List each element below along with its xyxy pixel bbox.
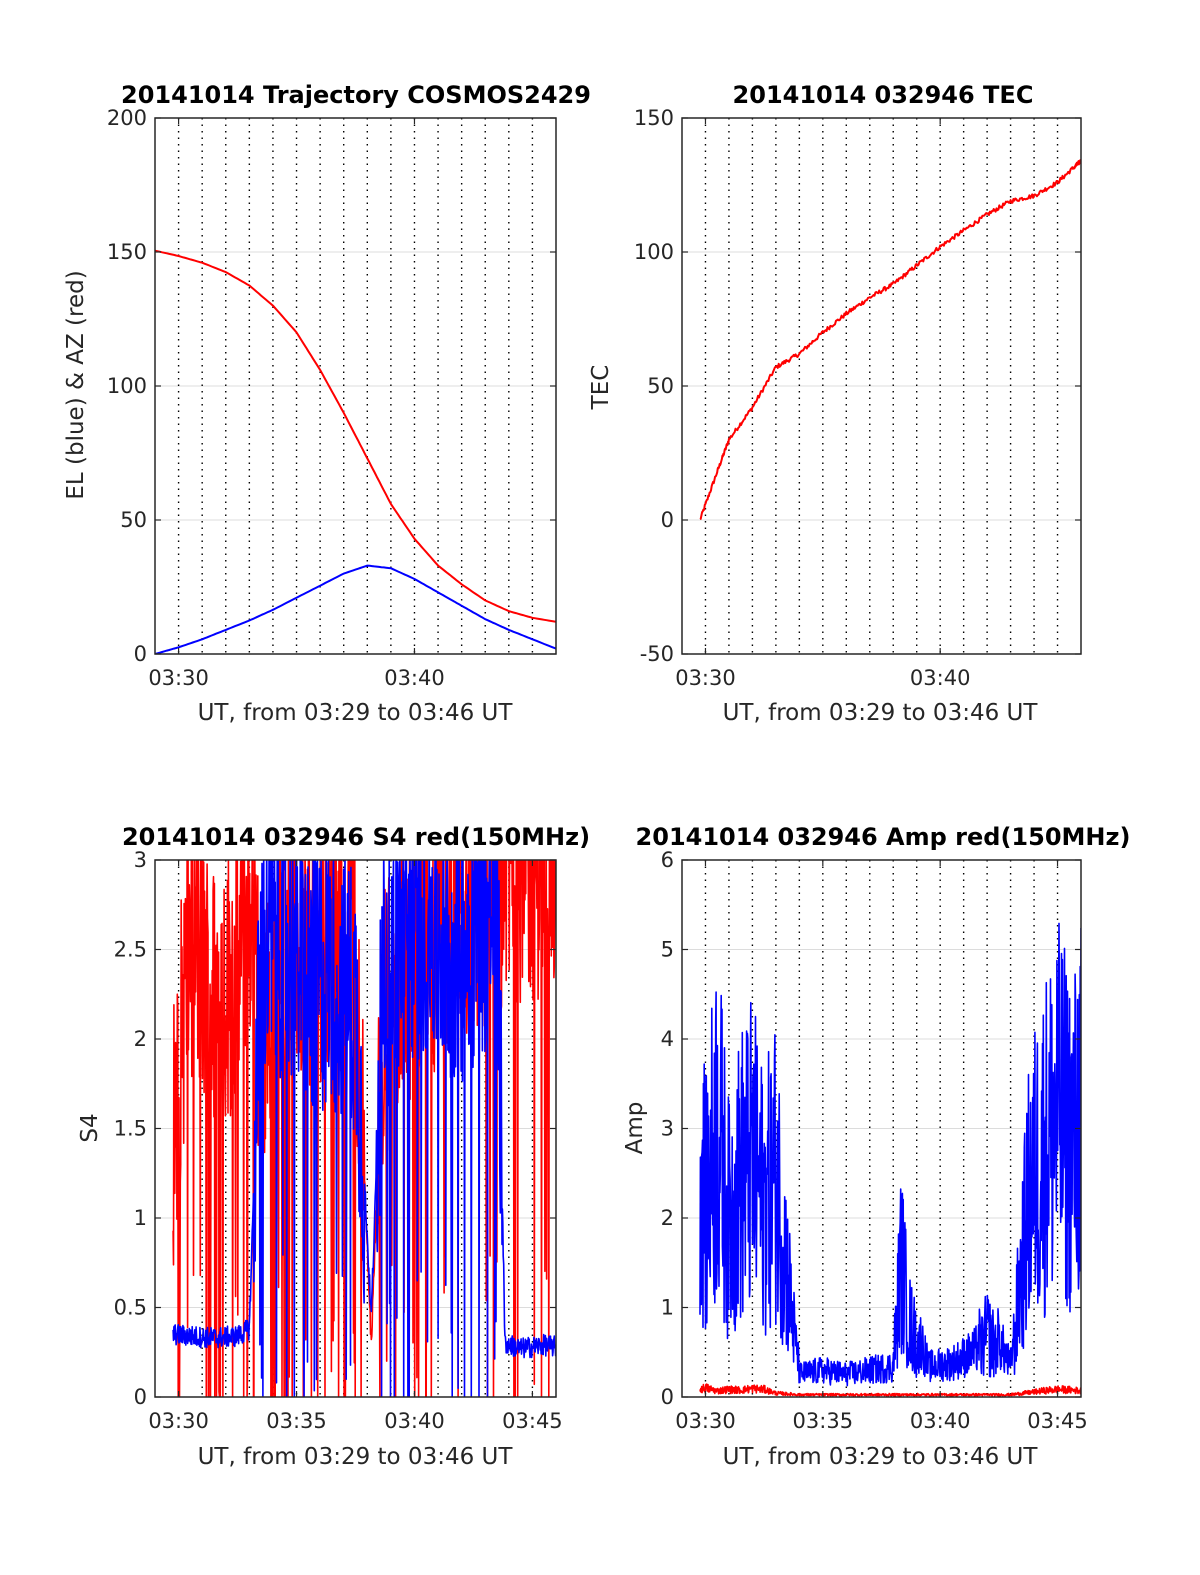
trajectory-x-tick-label: 03:40 xyxy=(384,666,445,690)
s4-series-0 xyxy=(172,860,556,1397)
tec-series-0 xyxy=(699,159,1081,521)
tec-panel: 20141014 032946 TEC UT, from 03:29 to 03… xyxy=(588,81,1082,726)
amp-x-tick-label: 03:30 xyxy=(675,1409,736,1433)
trajectory-x-tick-label: 03:30 xyxy=(148,666,209,690)
s4-x-tick-label: 03:35 xyxy=(266,1409,327,1433)
tec-y-tick-label: 100 xyxy=(634,240,674,264)
amp-series-0 xyxy=(699,1383,1081,1397)
amp-y-label: Amp xyxy=(622,1102,648,1155)
s4-x-tick-label: 03:30 xyxy=(148,1409,209,1433)
s4-series-1 xyxy=(172,860,556,1397)
trajectory-x-label: UT, from 03:29 to 03:46 UT xyxy=(198,700,514,726)
s4-y-tick-label: 1.5 xyxy=(114,1117,147,1141)
s4-y-tick-label: 2.5 xyxy=(114,938,147,962)
s4-panel: 20141014 032946 S4 red(150MHz) UT, from … xyxy=(77,823,590,1470)
amp-title: 20141014 032946 Amp red(150MHz) xyxy=(636,823,1131,851)
s4-title: 20141014 032946 S4 red(150MHz) xyxy=(122,823,590,851)
tec-x-tick-label: 03:30 xyxy=(675,666,736,690)
trajectory-series-1 xyxy=(155,249,556,623)
amp-y-tick-label: 2 xyxy=(661,1206,674,1230)
s4-y-tick-label: 1 xyxy=(134,1206,147,1230)
trajectory-series-0 xyxy=(155,564,556,654)
tec-x-label: UT, from 03:29 to 03:46 UT xyxy=(723,700,1039,726)
tec-x-tick-label: 03:40 xyxy=(910,666,971,690)
trajectory-y-tick-label: 200 xyxy=(107,106,147,130)
trajectory-y-tick-label: 50 xyxy=(120,508,147,532)
amp-series-1 xyxy=(699,922,1081,1387)
tec-y-tick-label: -50 xyxy=(640,642,674,666)
amp-y-tick-label: 6 xyxy=(661,848,674,872)
amp-y-tick-label: 0 xyxy=(661,1385,674,1409)
s4-x-tick-label: 03:45 xyxy=(502,1409,563,1433)
trajectory-panel: 20141014 Trajectory COSMOS2429 UT, from … xyxy=(63,81,591,726)
s4-y-tick-label: 3 xyxy=(134,848,147,872)
amp-x-tick-label: 03:40 xyxy=(910,1409,971,1433)
trajectory-y-tick-label: 150 xyxy=(107,240,147,264)
s4-y-tick-label: 0 xyxy=(134,1385,147,1409)
s4-x-label: UT, from 03:29 to 03:46 UT xyxy=(198,1444,514,1470)
amp-y-tick-label: 4 xyxy=(661,1027,674,1051)
tec-title: 20141014 032946 TEC xyxy=(733,81,1034,109)
amp-y-tick-label: 3 xyxy=(661,1117,674,1141)
amp-panel: 20141014 032946 Amp red(150MHz) UT, from… xyxy=(622,823,1130,1470)
s4-x-tick-label: 03:40 xyxy=(384,1409,445,1433)
amp-x-label: UT, from 03:29 to 03:46 UT xyxy=(723,1444,1039,1470)
amp-y-tick-label: 5 xyxy=(661,938,674,962)
amp-y-tick-label: 1 xyxy=(661,1296,674,1320)
tec-y-tick-label: 50 xyxy=(647,374,674,398)
s4-y-label: S4 xyxy=(77,1113,103,1142)
tec-y-label: TEC xyxy=(588,365,614,411)
trajectory-y-tick-label: 100 xyxy=(107,374,147,398)
amp-x-tick-label: 03:35 xyxy=(793,1409,854,1433)
trajectory-y-label: EL (blue) & AZ (red) xyxy=(63,270,89,499)
trajectory-title: 20141014 Trajectory COSMOS2429 xyxy=(121,81,591,109)
amp-x-tick-label: 03:45 xyxy=(1027,1409,1088,1433)
s4-y-tick-label: 2 xyxy=(134,1027,147,1051)
s4-y-tick-label: 0.5 xyxy=(114,1296,147,1320)
tec-y-tick-label: 0 xyxy=(661,508,674,532)
tec-y-tick-label: 150 xyxy=(634,106,674,130)
trajectory-y-tick-label: 0 xyxy=(134,642,147,666)
